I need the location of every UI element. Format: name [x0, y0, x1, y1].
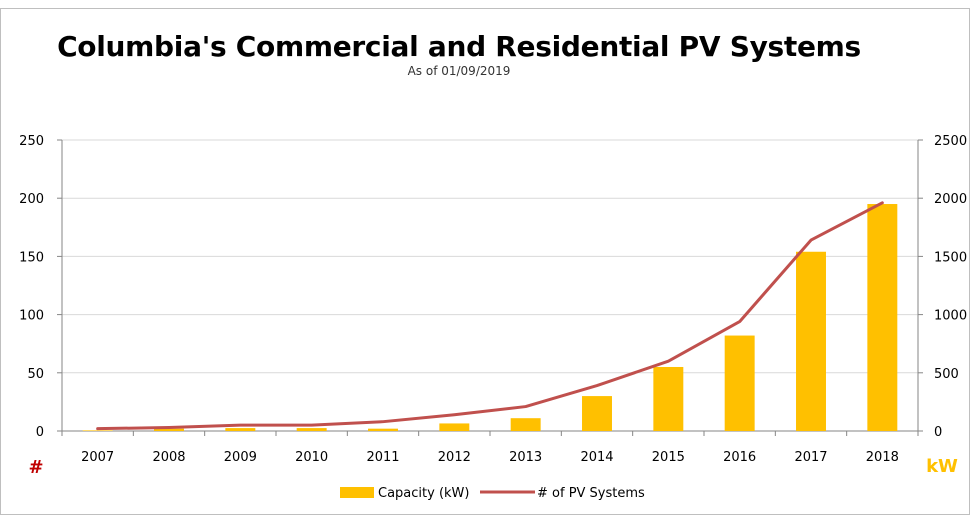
bar-capacity: [296, 428, 327, 431]
x-tick-label: 2017: [794, 450, 827, 465]
y-right-axis-label: kW: [926, 456, 958, 477]
y-right-tick-label: 2000: [934, 192, 967, 207]
bar-capacity: [867, 204, 898, 431]
y-left-tick-label: 200: [19, 192, 44, 207]
x-tick-label: 2007: [81, 450, 114, 465]
legend-label-capacity: Capacity (kW): [378, 486, 469, 501]
y-left-tick-label: 250: [19, 134, 44, 149]
x-tick-label: 2015: [652, 450, 685, 465]
bar-capacity: [724, 335, 755, 431]
y-left-tick-label: 150: [19, 250, 44, 265]
chart-border: [0, 8, 970, 515]
x-tick-label: 2010: [295, 450, 328, 465]
y-right-tick-label: 1000: [934, 309, 967, 324]
x-tick-label: 2014: [580, 450, 613, 465]
bar-capacity: [653, 366, 684, 431]
y-left-tick-label: 50: [27, 367, 44, 382]
y-left-tick-label: 100: [19, 309, 44, 324]
legend-swatch-capacity: [340, 487, 374, 498]
bar-capacity: [439, 423, 470, 431]
legend-label-pv-systems: # of PV Systems: [537, 486, 645, 501]
chart-subtitle: As of 01/09/2019: [407, 64, 511, 78]
y-right-tick-label: 500: [934, 367, 959, 382]
bar-capacity: [154, 428, 184, 431]
bar-capacity: [368, 428, 398, 431]
chart-title: Columbia's Commercial and Residential PV…: [57, 30, 861, 63]
x-tick-label: 2012: [438, 450, 471, 465]
y-right-tick-label: 2500: [934, 134, 967, 149]
x-tick-label: 2009: [224, 450, 257, 465]
y-left-axis-label: #: [28, 457, 43, 478]
x-tick-label: 2018: [866, 450, 899, 465]
y-right-tick-label: 1500: [934, 250, 967, 265]
x-tick-label: 2008: [152, 450, 185, 465]
bar-capacity: [225, 428, 256, 431]
bar-capacity: [510, 418, 541, 431]
bar-capacity: [582, 396, 612, 431]
y-right-tick-label: 0: [934, 425, 942, 440]
bar-capacity: [82, 430, 113, 431]
x-tick-label: 2011: [366, 450, 399, 465]
y-left-tick-label: 0: [36, 425, 44, 440]
title-block: Columbia's Commercial and Residential PV…: [0, 28, 918, 78]
x-tick-label: 2016: [723, 450, 756, 465]
line-pv-systems: [96, 201, 884, 431]
x-tick-label: 2013: [509, 450, 542, 465]
bar-capacity: [796, 251, 826, 431]
